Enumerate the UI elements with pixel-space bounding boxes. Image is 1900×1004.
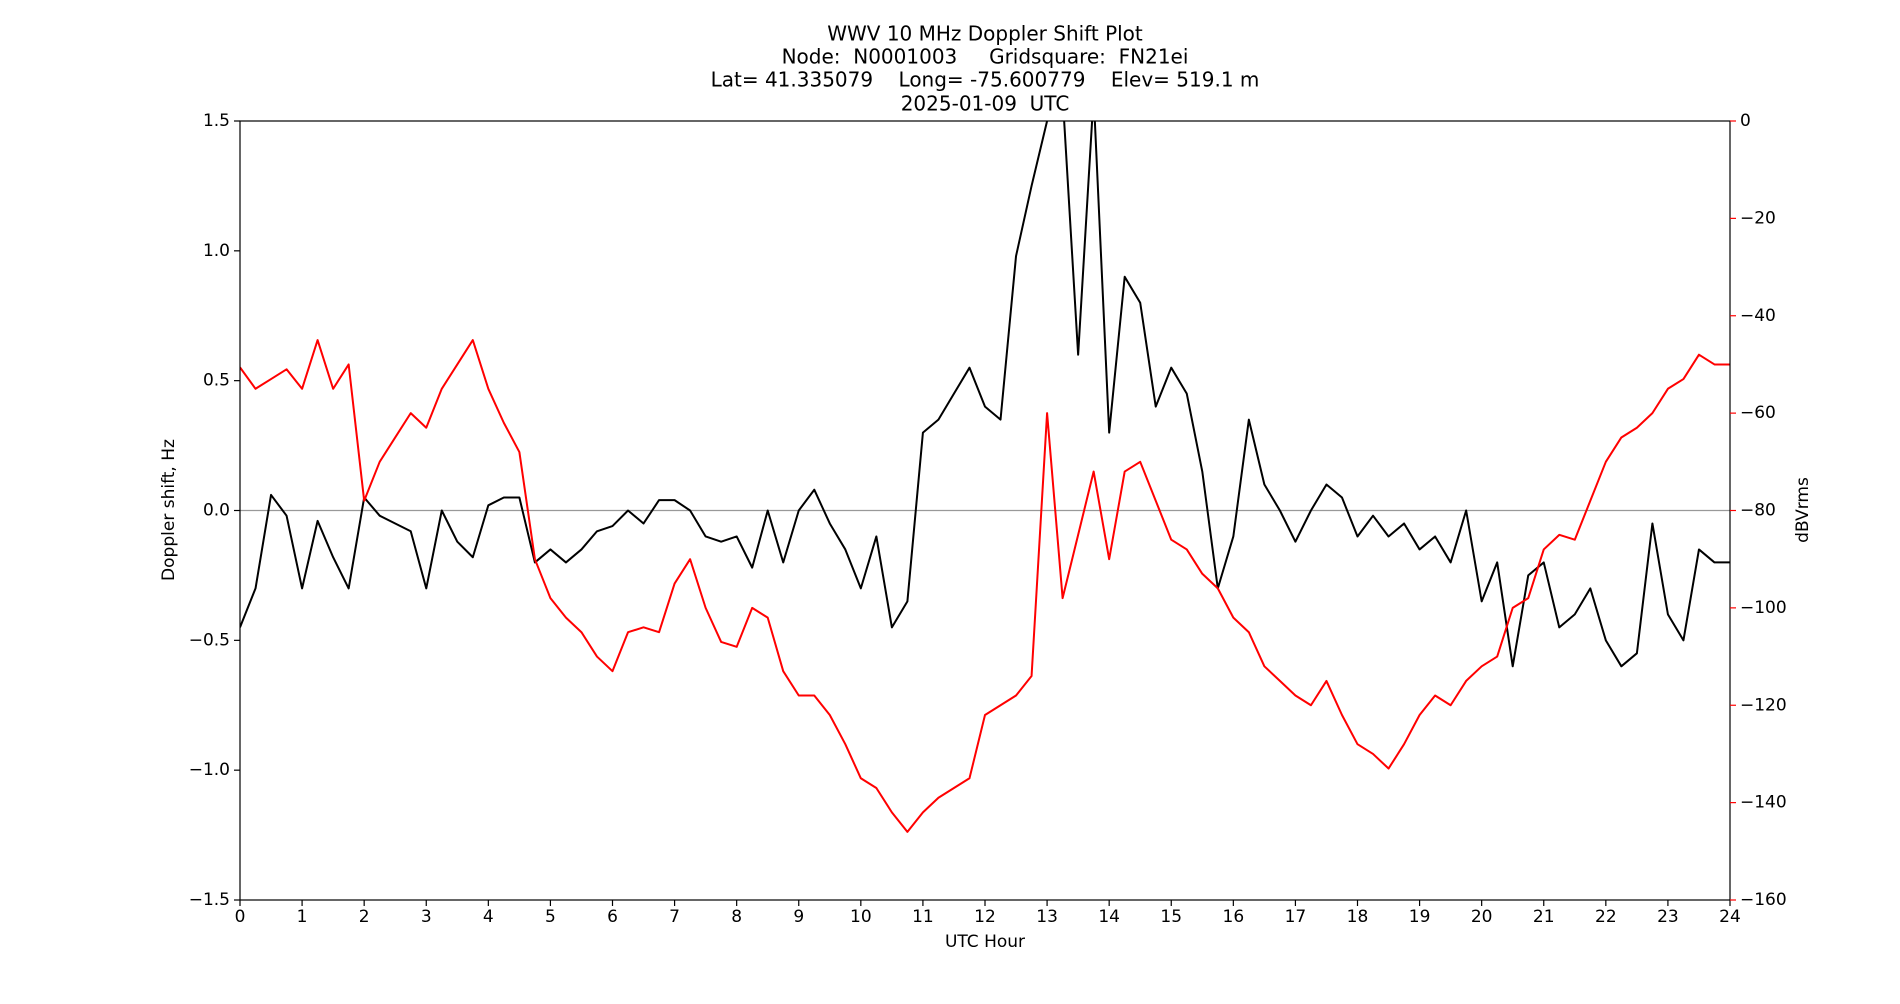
chart-subtitle: Lat= 41.335079 Long= -75.600779 Elev= 51… bbox=[711, 68, 1260, 92]
x-tick-label: 15 bbox=[1160, 907, 1182, 927]
y-axis-label: Doppler shift, Hz bbox=[159, 439, 179, 581]
x-tick-label: 2 bbox=[359, 907, 370, 927]
x-tick-label: 16 bbox=[1223, 907, 1245, 927]
y2-tick-label: 0 bbox=[1740, 111, 1751, 131]
y2-tick-label: −100 bbox=[1740, 598, 1787, 618]
chart-subtitle: Node: N0001003 Gridsquare: FN21ei bbox=[782, 45, 1189, 69]
chart-subtitle: 2025-01-09 UTC bbox=[901, 92, 1070, 116]
y-tick-label: −1.5 bbox=[189, 890, 230, 910]
line-series bbox=[240, 121, 1730, 668]
x-tick-label: 6 bbox=[607, 907, 618, 927]
y-tick-label: 1.0 bbox=[203, 241, 230, 261]
x-tick-label: 10 bbox=[850, 907, 872, 927]
y2-tick-label: −20 bbox=[1740, 208, 1776, 228]
y-tick-label: −0.5 bbox=[189, 630, 230, 650]
x-tick-label: 1 bbox=[297, 907, 308, 927]
x-tick-label: 11 bbox=[912, 907, 934, 927]
y2-axis-label: dBVrms bbox=[1793, 477, 1813, 543]
y-tick-label: −1.0 bbox=[189, 760, 230, 780]
x-tick-label: 12 bbox=[974, 907, 996, 927]
x-tick-label: 9 bbox=[793, 907, 804, 927]
x-tick-label: 21 bbox=[1533, 907, 1555, 927]
x-tick-label: 8 bbox=[731, 907, 742, 927]
chart-title: WWV 10 MHz Doppler Shift Plot bbox=[827, 22, 1143, 46]
y2-tick-label: −120 bbox=[1740, 695, 1787, 715]
y-tick-label: 0.5 bbox=[203, 371, 230, 391]
y2-tick-label: −160 bbox=[1740, 890, 1787, 910]
x-tick-label: 0 bbox=[235, 907, 246, 927]
y-tick-label: 0.0 bbox=[203, 501, 230, 521]
x-tick-label: 3 bbox=[421, 907, 432, 927]
x-tick-label: 24 bbox=[1719, 907, 1741, 927]
y2-tick-label: −140 bbox=[1740, 793, 1787, 813]
x-axis-label: UTC Hour bbox=[945, 932, 1025, 952]
x-tick-label: 19 bbox=[1409, 907, 1431, 927]
x-tick-label: 18 bbox=[1347, 907, 1369, 927]
y2-tick-label: −80 bbox=[1740, 501, 1776, 521]
x-tick-label: 14 bbox=[1098, 907, 1120, 927]
x-tick-label: 5 bbox=[545, 907, 556, 927]
x-tick-label: 23 bbox=[1657, 907, 1679, 927]
x-tick-label: 22 bbox=[1595, 907, 1617, 927]
x-tick-label: 17 bbox=[1285, 907, 1307, 927]
line-series bbox=[240, 339, 1730, 833]
y-tick-label: 1.5 bbox=[203, 111, 230, 131]
x-tick-label: 7 bbox=[669, 907, 680, 927]
x-tick-label: 13 bbox=[1036, 907, 1058, 927]
x-tick-label: 20 bbox=[1471, 907, 1493, 927]
x-tick-label: 4 bbox=[483, 907, 494, 927]
plot-area bbox=[240, 121, 1730, 833]
y2-tick-label: −60 bbox=[1740, 403, 1776, 423]
y2-tick-label: −40 bbox=[1740, 306, 1776, 326]
